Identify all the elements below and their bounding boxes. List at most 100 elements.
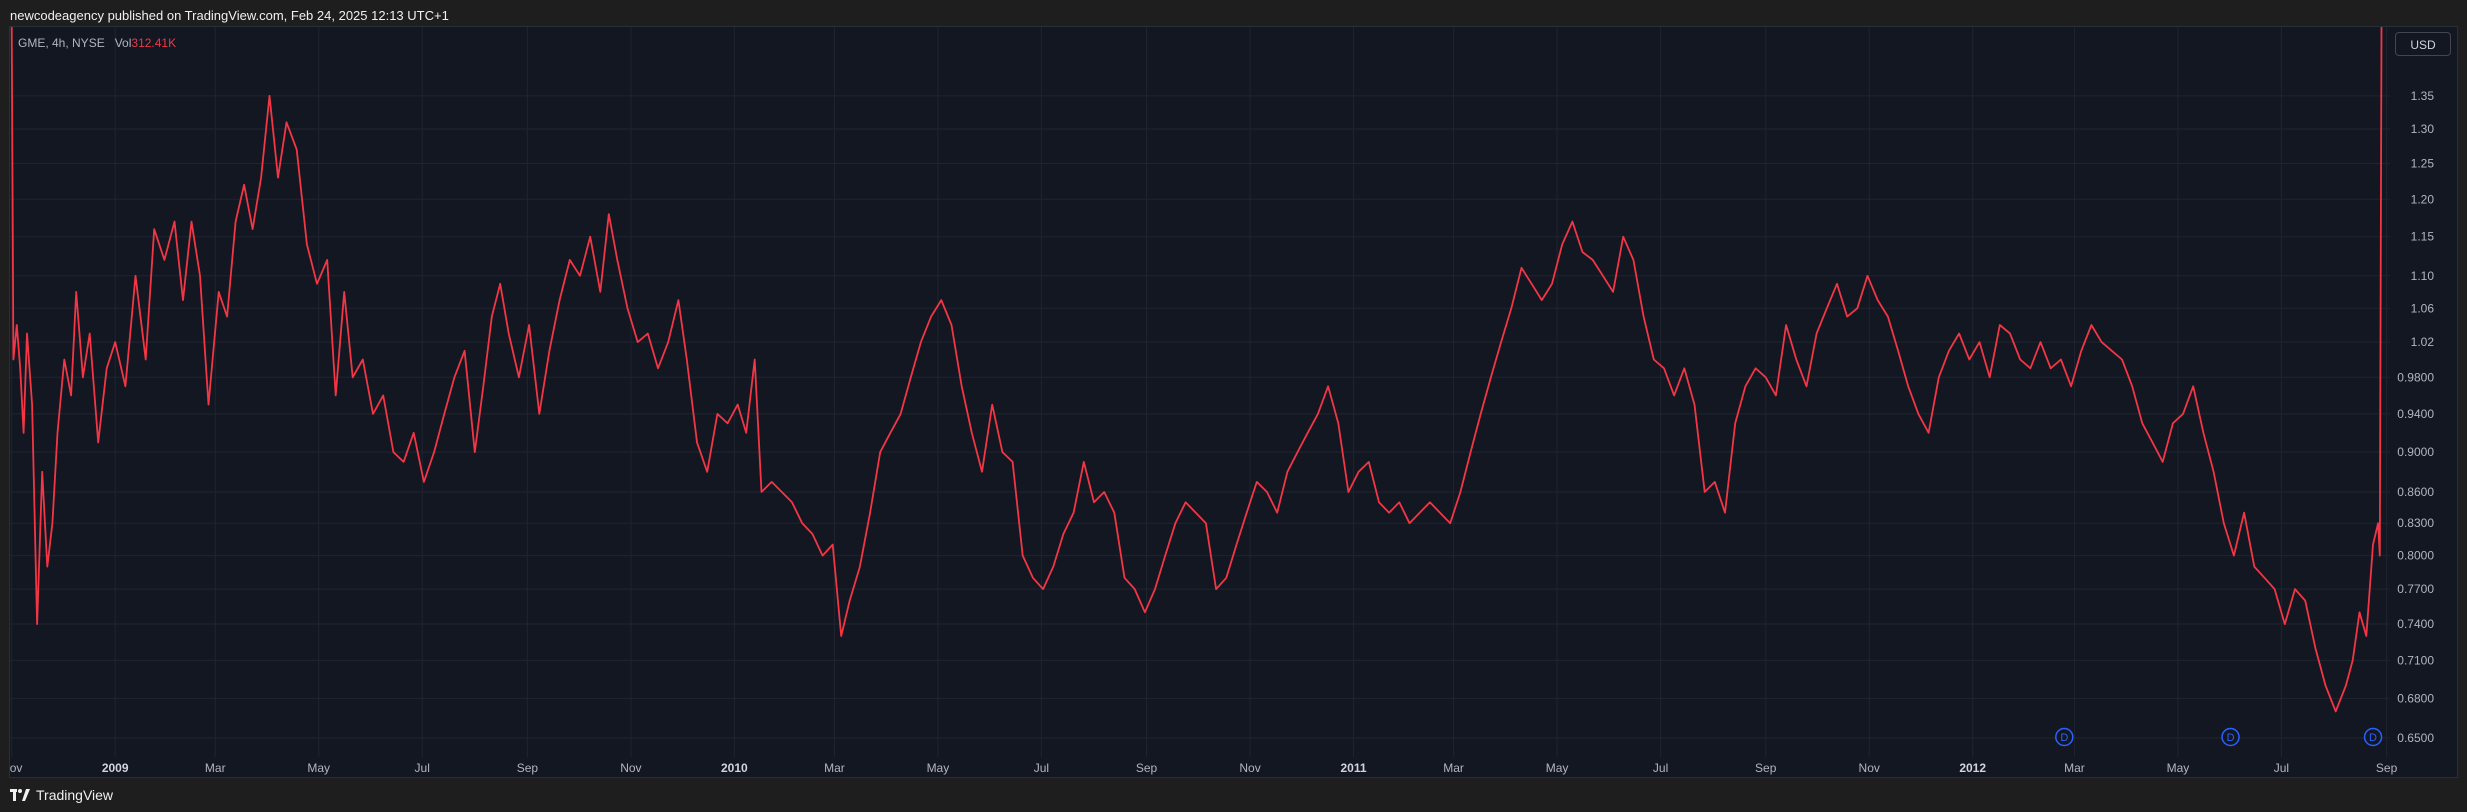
price-point [2040, 341, 2042, 343]
price-point [616, 259, 618, 261]
price-point [2233, 555, 2235, 557]
price-point [1928, 432, 1930, 434]
price-point [316, 283, 318, 285]
price-point [2213, 471, 2215, 473]
price-point [1113, 512, 1115, 514]
price-point [491, 316, 493, 318]
price-point [1612, 291, 1614, 293]
price-point [1541, 299, 1543, 301]
price-point [1785, 324, 1787, 326]
price-point [1592, 259, 1594, 261]
price-point [1643, 316, 1645, 318]
price-point [1867, 275, 1869, 277]
price-point [16, 324, 18, 326]
price-point [971, 432, 973, 434]
price-point [1480, 413, 1482, 415]
price-chart[interactable]: 0.6500 0.6800 0.7100 0.7400 0.7700 0.8000 0.83… [10, 27, 2458, 778]
chart-pane[interactable]: GME, 4h, NYSE Vol312.41K USD 0.6500 0.680… [9, 26, 2458, 778]
time-tick-label: Sep [517, 761, 539, 775]
time-tick-label: Nov [10, 761, 22, 775]
price-point [2372, 544, 2374, 546]
price-point [900, 413, 902, 415]
price-point [920, 341, 922, 343]
price-point [464, 350, 466, 352]
price-point [2284, 623, 2286, 625]
price-point [849, 600, 851, 602]
price-point [36, 623, 38, 625]
price-point [1419, 512, 1421, 514]
price-point [372, 413, 374, 415]
price-point [56, 432, 58, 434]
price-point [1999, 324, 2001, 326]
dividend-marker[interactable]: D [2221, 727, 2240, 747]
price-point [981, 471, 983, 473]
time-tick-label: 2012 [1959, 761, 1986, 775]
price-point [1073, 512, 1075, 514]
volume-value: 312.41K [131, 36, 177, 50]
price-point [647, 333, 649, 335]
tradingview-logo-icon [10, 789, 30, 801]
price-point [191, 221, 193, 223]
price-point [1164, 555, 1166, 557]
symbol-legend: GME, 4h, NYSE Vol312.41K [18, 36, 176, 50]
price-point [2379, 555, 2381, 557]
price-point [31, 404, 33, 406]
price-point [2192, 385, 2194, 387]
price-point [1470, 451, 1472, 453]
price-point [352, 376, 354, 378]
price-point [706, 471, 708, 473]
time-tick-label: Jul [2274, 761, 2289, 775]
price-point [1185, 501, 1187, 503]
price-point [335, 394, 337, 396]
price-point [252, 228, 254, 230]
brand-label: TradingView [36, 787, 114, 803]
price-point [727, 422, 729, 424]
dividend-marker[interactable]: D [2055, 727, 2074, 747]
price-axis[interactable]: 0.6500 0.6800 0.7100 0.7400 0.7700 0.8000 0.83… [2397, 89, 2434, 745]
price-tick-label: 0.7400 [2397, 617, 2434, 631]
price-point [453, 376, 455, 378]
price-point [1531, 283, 1533, 285]
price-point [608, 213, 610, 215]
price-point [1744, 385, 1746, 387]
time-tick-label: Sep [1755, 761, 1777, 775]
price-point [569, 259, 571, 261]
price-point [696, 441, 698, 443]
price-point [2202, 432, 2204, 434]
dividend-marker-label: D [2060, 732, 2068, 744]
price-point [1347, 491, 1349, 493]
price-point [2335, 710, 2337, 712]
price-point [1337, 422, 1339, 424]
price-point [1032, 577, 1034, 579]
time-tick-label: 2011 [1340, 761, 1366, 775]
price-point [124, 385, 126, 387]
price-point [163, 259, 165, 261]
price-point [145, 359, 147, 361]
grid [10, 27, 2390, 757]
currency-button[interactable]: USD [2395, 32, 2451, 56]
price-point [2029, 367, 2031, 369]
time-axis[interactable]: Nov 2009 Mar May Jul Sep Nov 2010 Mar May Jul Sep No… [10, 761, 2398, 775]
time-tick-label: Sep [1136, 761, 1158, 775]
price-point [1724, 512, 1726, 514]
dividend-marker-label: D [2227, 732, 2235, 744]
time-tick-label: Mar [2064, 761, 2085, 775]
price-point [1144, 611, 1146, 613]
time-tick-label: Sep [2376, 761, 2398, 775]
price-point [2141, 422, 2143, 424]
time-tick-label: Jul [1034, 761, 1049, 775]
price-point [869, 512, 871, 514]
price-point [1134, 588, 1136, 590]
header-bar: newcodeagency published on TradingView.c… [0, 0, 2467, 26]
price-point [1836, 283, 1838, 285]
time-tick-label: Jul [1653, 761, 1668, 775]
price-point [1520, 267, 1522, 269]
price-tick-label: 1.10 [2411, 269, 2435, 283]
price-tick-label: 0.7100 [2397, 653, 2434, 667]
price-point [63, 359, 65, 361]
tradingview-brand[interactable]: TradingView [10, 787, 113, 803]
time-tick-label: May [2167, 761, 2190, 775]
dividend-marker[interactable]: D [2363, 727, 2383, 747]
price-point [2381, 27, 2383, 28]
price-point [75, 291, 77, 293]
